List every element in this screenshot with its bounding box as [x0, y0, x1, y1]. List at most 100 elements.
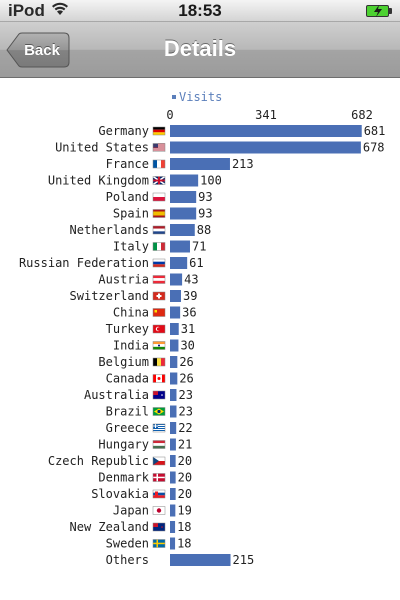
category-label: Hungary [98, 438, 149, 452]
chart-row: Canada 26 [106, 372, 194, 386]
bar [170, 455, 176, 467]
turkey-flag-icon [152, 324, 166, 334]
chart-row: Japan 19 [113, 504, 192, 518]
spain-flag-icon [152, 209, 166, 218]
poland-flag-icon [152, 192, 166, 202]
x-tick-label-2: 682 [351, 108, 373, 122]
bar-value-label: 681 [364, 124, 386, 138]
bar-value-label: 30 [180, 339, 194, 353]
category-label: France [106, 157, 149, 171]
chart-row: Hungary 21 [98, 438, 192, 452]
bar-value-label: 213 [232, 157, 254, 171]
bar-value-label: 19 [177, 504, 191, 518]
russia-flag-icon [152, 258, 166, 268]
category-label: United Kingdom [48, 174, 149, 188]
japan-flag-icon [152, 506, 166, 515]
category-label: Sweden [106, 537, 149, 551]
category-label: Switzerland [70, 289, 149, 303]
battery-icon [366, 4, 392, 17]
bar [170, 273, 183, 286]
bar [170, 554, 231, 566]
bar-value-label: 61 [189, 256, 203, 270]
bar [170, 141, 361, 154]
canada-flag-icon [152, 374, 166, 383]
back-button-shape [6, 32, 70, 68]
bar [170, 422, 177, 434]
chart-row: Belgium 26 [98, 355, 193, 369]
bar [170, 323, 179, 335]
chart-row: United States 678 [55, 141, 384, 155]
back-button[interactable]: Back [6, 32, 70, 68]
denmark-flag-icon [152, 473, 166, 482]
bar [170, 125, 362, 137]
visits-bar-chart: Visits 0 341 682 Germany 681 United States… [19, 90, 385, 567]
bar-value-label: 93 [198, 207, 212, 221]
bar-value-label: 36 [182, 306, 196, 320]
chart-row: Spain 93 [113, 207, 213, 221]
hungary-flag-icon [152, 440, 166, 449]
category-label: India [113, 339, 149, 353]
chart-row: Brazil 23 [106, 405, 193, 419]
bar [170, 405, 177, 418]
category-label: Poland [106, 190, 149, 204]
status-bar: iPod 18:53 [0, 0, 400, 22]
germany-flag-icon [152, 126, 166, 136]
bar-value-label: 678 [363, 141, 385, 155]
chart-row: France 213 [106, 157, 254, 171]
bar-value-label: 93 [198, 190, 212, 204]
x-tick-label-1: 341 [255, 108, 277, 122]
bar-value-label: 20 [178, 471, 192, 485]
bar [170, 356, 178, 368]
belgium-flag-icon [152, 357, 166, 367]
chart-row: Denmark 20 [98, 471, 192, 485]
bar [170, 438, 176, 451]
category-label: Italy [113, 240, 149, 254]
category-label: Canada [106, 372, 149, 386]
bar [170, 372, 178, 385]
bar [170, 158, 230, 170]
bar [170, 537, 176, 550]
navigation-bar: Back Details [0, 22, 400, 78]
legend-swatch [172, 95, 176, 99]
category-label: Others [106, 553, 149, 567]
category-label: Netherlands [70, 223, 149, 237]
united-kingdom-flag-icon [152, 175, 166, 186]
category-label: Czech Republic [48, 454, 149, 468]
bar [170, 339, 179, 352]
bar [170, 257, 188, 269]
china-flag-icon [152, 308, 166, 317]
category-label: Turkey [106, 322, 149, 336]
chart-row: Poland 93 [106, 190, 213, 204]
bar [170, 488, 176, 500]
status-left: iPod [8, 1, 70, 21]
bar-value-label: 43 [184, 273, 198, 287]
category-label: United States [55, 141, 149, 155]
category-label: New Zealand [70, 520, 149, 534]
x-tick-label-0: 0 [166, 108, 173, 122]
device-name: iPod [8, 0, 45, 20]
category-label: Belgium [98, 355, 149, 369]
chart-row: Greece 22 [106, 421, 193, 435]
chart-row: Italy 71 [113, 240, 207, 254]
visits-chart-panel: Visits 0 341 682 Germany 681 United States… [0, 79, 400, 600]
bar [170, 471, 176, 484]
bar [170, 290, 181, 302]
italy-flag-icon [152, 242, 166, 251]
bar [170, 224, 195, 236]
bar-value-label: 26 [179, 372, 193, 386]
chart-row: India 30 [113, 339, 195, 353]
category-label: Denmark [98, 471, 149, 485]
chart-row: Switzerland 39 [70, 289, 198, 303]
netherlands-flag-icon [152, 225, 166, 235]
bar [170, 389, 177, 401]
charging-bolt-icon [374, 4, 382, 17]
chart-row: Germany 681 [98, 124, 385, 138]
chart-row: Slovakia 20 [91, 487, 192, 501]
sweden-flag-icon [152, 539, 166, 548]
bar-value-label: 22 [178, 421, 192, 435]
united-states-flag-icon [152, 143, 166, 152]
chart-row: United Kingdom 100 [48, 174, 222, 188]
bar-value-label: 39 [183, 289, 197, 303]
bar-value-label: 18 [177, 520, 191, 534]
czech-republic-flag-icon [152, 456, 166, 466]
